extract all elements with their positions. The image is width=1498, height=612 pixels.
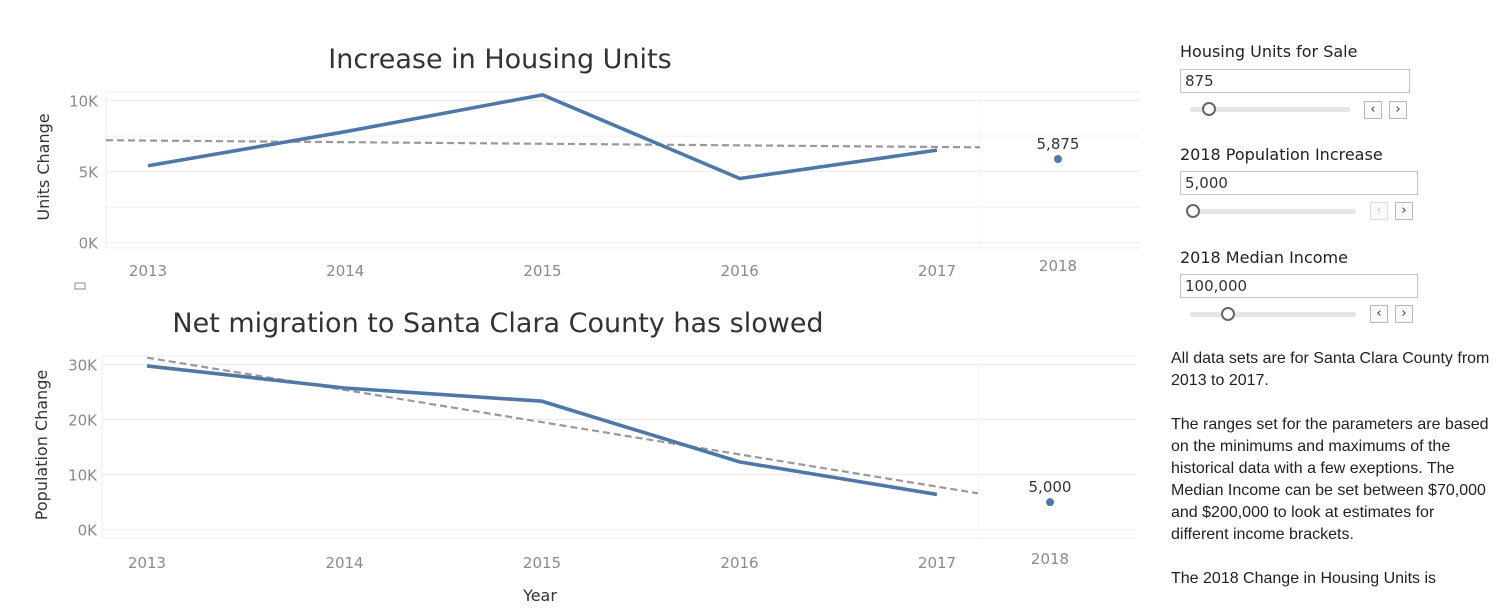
x-tick-label: 2013 [129, 262, 167, 280]
y-tick-label: 5K [79, 163, 100, 181]
x-tick-label-forecast: 2018 [1039, 257, 1077, 275]
chart2-x-ticks: 2013 2014 2015 2016 2017 2018 [128, 550, 1069, 572]
x-tick-label: 2015 [523, 554, 561, 572]
x-tick-label: 2015 [523, 262, 561, 280]
median-income-slider-thumb[interactable] [1221, 307, 1236, 321]
median-income-parameter: 2018 Median Income 100,000 ‹ › [1180, 247, 1420, 327]
chart2-gridlines [101, 355, 1136, 539]
charts-area: Increase in Housing Units Units Change 1… [32, 44, 1140, 605]
housing-units-input[interactable]: 875 [1180, 69, 1410, 93]
notes-paragraph-2: The ranges set for the parameters are ba… [1171, 416, 1489, 543]
chart1-legend-handle[interactable] [74, 282, 86, 290]
migration-chart: Net migration to Santa Clara County has … [32, 308, 1136, 605]
chart1-x-ticks: 2013 2014 2015 2016 2017 2018 [129, 257, 1077, 280]
housing-units-title: Housing Units for Sale [1180, 42, 1358, 61]
median-income-prev-button[interactable]: ‹ [1370, 305, 1388, 323]
chart2-title: Net migration to Santa Clara County has … [172, 308, 823, 339]
median-income-slider[interactable] [1190, 312, 1356, 317]
y-tick-label: 20K [68, 411, 98, 429]
housing-units-slider-thumb[interactable] [1202, 102, 1217, 116]
housing-units-chart: Increase in Housing Units Units Change 1… [34, 44, 1140, 290]
median-income-input[interactable]: 100,000 [1180, 274, 1418, 298]
y-tick-label: 10K [68, 467, 98, 485]
y-tick-label: 0K [78, 522, 99, 540]
notes-paragraph-3: The 2018 Change in Housing Units is [1171, 570, 1437, 587]
y-tick-label: 0K [79, 234, 100, 252]
notes-paragraph-1: All data sets are for Santa Clara County… [1171, 350, 1490, 389]
population-increase-prev-button[interactable]: ‹ [1370, 202, 1388, 220]
chart2-marks: 5,000 [146, 356, 1072, 507]
x-tick-label: 2017 [918, 262, 956, 280]
population-increase-title: 2018 Population Increase [1180, 145, 1383, 164]
chart1-gridlines [105, 91, 1140, 249]
x-tick-label-forecast: 2018 [1031, 550, 1069, 568]
series-line [146, 364, 938, 497]
population-increase-slider[interactable] [1190, 209, 1356, 214]
chart2-x-axis-label: Year [522, 586, 557, 605]
population-increase-slider-thumb[interactable] [1186, 204, 1201, 218]
forecast-point [1046, 498, 1054, 507]
chart1-y-ticks: 10K 5K 0K [69, 93, 99, 253]
population-increase-next-button[interactable]: › [1395, 202, 1413, 220]
chart2-y-ticks: 30K 20K 10K 0K [68, 356, 98, 539]
forecast-label: 5,000 [1029, 478, 1072, 496]
trend-line [105, 139, 981, 149]
chart1-y-axis-label: Units Change [34, 113, 53, 220]
housing-units-next-button[interactable]: › [1389, 101, 1407, 119]
x-tick-label: 2016 [721, 262, 759, 280]
series-line [147, 93, 938, 181]
trend-line [146, 356, 979, 495]
forecast-label: 5,875 [1037, 135, 1080, 153]
population-increase-parameter: 2018 Population Increase 5,000 ‹ › [1180, 144, 1420, 224]
x-tick-label: 2013 [128, 554, 166, 572]
y-tick-label: 30K [68, 356, 98, 374]
population-increase-input[interactable]: 5,000 [1180, 171, 1418, 195]
chart1-marks: 5,875 [105, 93, 1080, 181]
x-tick-label: 2014 [326, 262, 364, 280]
notes-text: All data sets are for Santa Clara County… [1171, 348, 1491, 612]
x-tick-label: 2016 [720, 554, 758, 572]
housing-units-slider[interactable] [1190, 107, 1350, 112]
chart1-title: Increase in Housing Units [328, 44, 671, 75]
x-tick-label: 2014 [325, 554, 363, 572]
median-income-title: 2018 Median Income [1180, 248, 1348, 267]
median-income-next-button[interactable]: › [1395, 305, 1413, 323]
x-tick-label: 2017 [918, 554, 956, 572]
chart2-y-axis-label: Population Change [32, 370, 51, 520]
housing-units-prev-button[interactable]: ‹ [1364, 101, 1382, 119]
housing-units-parameter: Housing Units for Sale 875 ‹ › [1180, 41, 1420, 121]
y-tick-label: 10K [69, 93, 99, 111]
forecast-point [1054, 155, 1062, 164]
